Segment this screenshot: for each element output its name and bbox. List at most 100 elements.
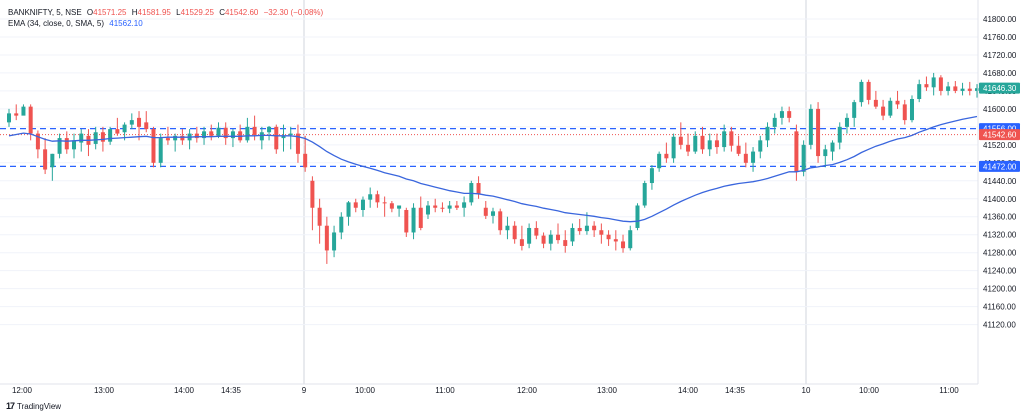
indicator-legend: EMA (34, close, 0, SMA, 5) 41562.10 xyxy=(8,19,143,28)
price-tick-label: 41200.00 xyxy=(983,285,1017,294)
candle-body xyxy=(794,131,799,172)
candle-body xyxy=(79,133,84,143)
candle-body xyxy=(64,138,69,150)
price-tick-label: 41600.00 xyxy=(983,105,1017,114)
candle-body xyxy=(801,144,806,172)
time-tick-label: 12:00 xyxy=(12,386,33,395)
candle-body xyxy=(454,205,459,208)
candle-body xyxy=(592,225,597,231)
candle-body xyxy=(324,225,329,251)
time-tick-label: 11:00 xyxy=(939,386,959,395)
candle-body xyxy=(852,102,857,118)
tradingview-logo-icon: 17 xyxy=(6,401,15,411)
time-tick-label: 10:00 xyxy=(859,386,880,395)
candle-body xyxy=(975,88,979,91)
time-tick-label: 10 xyxy=(802,386,811,395)
candle-body xyxy=(72,140,77,150)
time-tick-label: 13:00 xyxy=(94,386,115,395)
price-tick-label: 41720.00 xyxy=(983,51,1017,60)
candle-body xyxy=(28,106,33,134)
candle-body xyxy=(310,180,315,208)
ohlc-legend: BANKNIFTY, 5, NSE O41571.25 H41581.95 L4… xyxy=(8,8,323,17)
price-tick-label: 41680.00 xyxy=(983,69,1017,78)
candle-body xyxy=(722,131,727,148)
candle-body xyxy=(382,202,387,204)
candle-body xyxy=(657,153,662,169)
candle-body xyxy=(902,104,907,121)
price-tag-level-upper: 41556.00 xyxy=(983,125,1017,134)
candle-body xyxy=(866,81,871,100)
price-tick-label: 41280.00 xyxy=(983,249,1017,258)
candle-body xyxy=(765,126,770,141)
candle-body xyxy=(425,205,430,215)
candle-body xyxy=(281,135,286,139)
candle-body xyxy=(924,84,929,88)
candle-body xyxy=(57,138,62,154)
candle-body xyxy=(686,144,691,152)
candle-body xyxy=(938,77,943,91)
candle-body xyxy=(895,100,900,105)
candle-body xyxy=(736,145,741,154)
price-tag-current-bg xyxy=(979,82,1020,94)
candle-body xyxy=(599,230,604,235)
candle-body xyxy=(397,205,402,209)
indicator-label[interactable]: EMA (34, close, 0, SMA, 5) xyxy=(8,19,105,28)
time-tick-label: 9 xyxy=(302,386,307,395)
candle-body xyxy=(346,202,351,217)
candle-body xyxy=(368,194,373,200)
low-label: L xyxy=(176,8,181,17)
candle-body xyxy=(483,207,488,216)
candle-body xyxy=(433,205,438,208)
candle-body xyxy=(693,135,698,152)
price-tick-label: 41360.00 xyxy=(983,213,1017,222)
candle-body xyxy=(527,227,532,244)
candle-body xyxy=(837,126,842,143)
candle-body xyxy=(635,205,640,228)
candle-body xyxy=(476,183,481,195)
candle-body xyxy=(628,230,633,249)
open-value: 41571.25 xyxy=(93,8,127,17)
candle-body xyxy=(621,241,626,249)
candle-body xyxy=(375,194,380,203)
candle-body xyxy=(772,117,777,127)
candle-body xyxy=(43,149,48,170)
symbol-label[interactable]: BANKNIFTY, 5, NSE xyxy=(8,8,82,17)
tradingview-logo[interactable]: 17 TradingView xyxy=(6,401,61,411)
open-label: O xyxy=(86,8,94,17)
candle-body xyxy=(758,140,763,152)
price-tag-last-bg xyxy=(979,129,1020,141)
candle-body xyxy=(498,211,503,231)
candle-body xyxy=(512,225,517,240)
candle-body xyxy=(180,135,185,141)
candle-body xyxy=(223,127,228,139)
time-tick-label: 14:35 xyxy=(221,386,242,395)
candle-body xyxy=(917,84,922,99)
price-tick-label: 41800.00 xyxy=(983,15,1017,24)
candle-body xyxy=(332,232,337,251)
time-axis[interactable]: 12:00 13:00 14:00 14:35 9 10:00 11:00 12:00 13:0… xyxy=(12,386,959,395)
candle-body xyxy=(714,140,719,148)
candle-body xyxy=(165,138,170,141)
price-tick-label: 41320.00 xyxy=(983,231,1017,240)
candle-body xyxy=(216,127,221,136)
candle-body xyxy=(173,135,178,141)
horizontal-levels xyxy=(0,128,978,168)
candle-body xyxy=(202,131,207,139)
candle-body xyxy=(194,133,199,139)
price-tag-level-lower-bg xyxy=(979,160,1020,172)
candle-body xyxy=(252,126,257,135)
candle-body xyxy=(909,98,914,121)
candle-body xyxy=(873,99,878,107)
candle-body xyxy=(967,88,972,91)
candle-body xyxy=(664,153,669,159)
tradingview-logo-text: TradingView xyxy=(17,401,62,411)
candle-body xyxy=(288,133,293,135)
price-tick-label: 41440.00 xyxy=(983,177,1017,186)
candle-body xyxy=(946,86,951,91)
price-tick-label: 41160.00 xyxy=(983,303,1016,312)
candle-body xyxy=(93,132,98,144)
candle-body xyxy=(267,126,272,133)
candle-body xyxy=(274,126,279,150)
